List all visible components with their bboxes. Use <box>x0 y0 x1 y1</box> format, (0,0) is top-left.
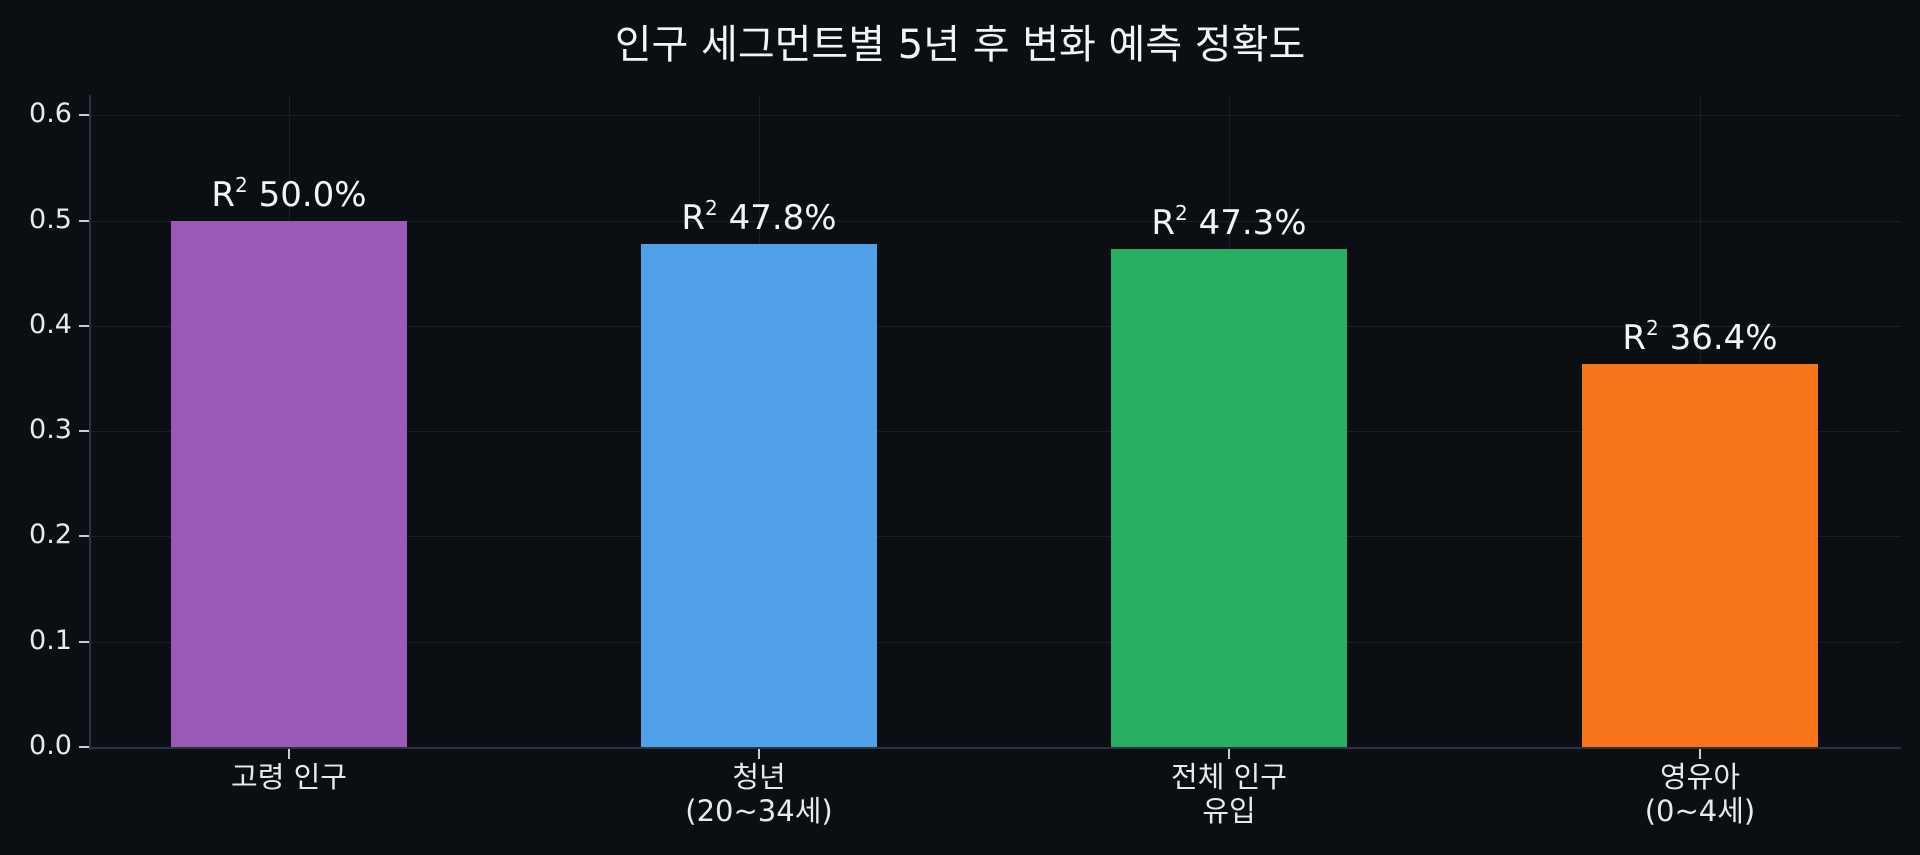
y-tick-label: 0.4 <box>29 308 72 340</box>
y-tick-label: 0.6 <box>29 98 72 130</box>
x-tick-mark <box>1228 749 1230 759</box>
bar-value-label: R2 50.0% <box>211 172 367 215</box>
x-tick-label: 청년 (20~34세) <box>685 760 833 828</box>
y-tick-mark <box>79 640 89 643</box>
x-tick-label: 전체 인구 유입 <box>1171 760 1287 828</box>
gridline <box>91 115 1901 117</box>
bar <box>1111 248 1347 747</box>
x-tick-label: 고령 인구 <box>231 760 347 794</box>
y-tick-mark <box>79 324 89 327</box>
y-tick-label: 0.2 <box>29 519 72 551</box>
y-axis-line <box>89 95 91 750</box>
gridline <box>91 431 1901 433</box>
bar <box>1582 363 1818 747</box>
y-tick-mark <box>79 430 89 433</box>
x-axis-line <box>89 747 1901 749</box>
gridline <box>91 641 1901 643</box>
y-tick-label: 0.5 <box>29 203 72 235</box>
y-tick-label: 0.0 <box>29 730 72 761</box>
bar-value-label: R2 36.4% <box>1622 315 1778 358</box>
bar <box>171 220 407 747</box>
x-tick-mark <box>288 749 290 759</box>
x-tick-mark <box>758 749 760 759</box>
x-tick-mark <box>1699 749 1701 759</box>
y-tick-mark <box>79 219 89 222</box>
y-tick-mark <box>79 114 89 117</box>
y-tick-mark <box>79 535 89 538</box>
gridline <box>91 536 1901 538</box>
bar <box>641 243 877 747</box>
x-tick-label: 영유아 (0~4세) <box>1644 760 1756 828</box>
y-tick-mark <box>79 746 89 748</box>
bar-value-label: R2 47.8% <box>681 195 837 238</box>
y-tick-label: 0.3 <box>29 414 72 446</box>
y-tick-label: 0.1 <box>29 624 72 656</box>
gridline <box>91 220 1901 222</box>
gridline <box>91 325 1901 327</box>
bar-value-label: R2 47.3% <box>1151 200 1307 243</box>
chart-title: 인구 세그먼트별 5년 후 변화 예측 정확도 <box>614 22 1306 68</box>
